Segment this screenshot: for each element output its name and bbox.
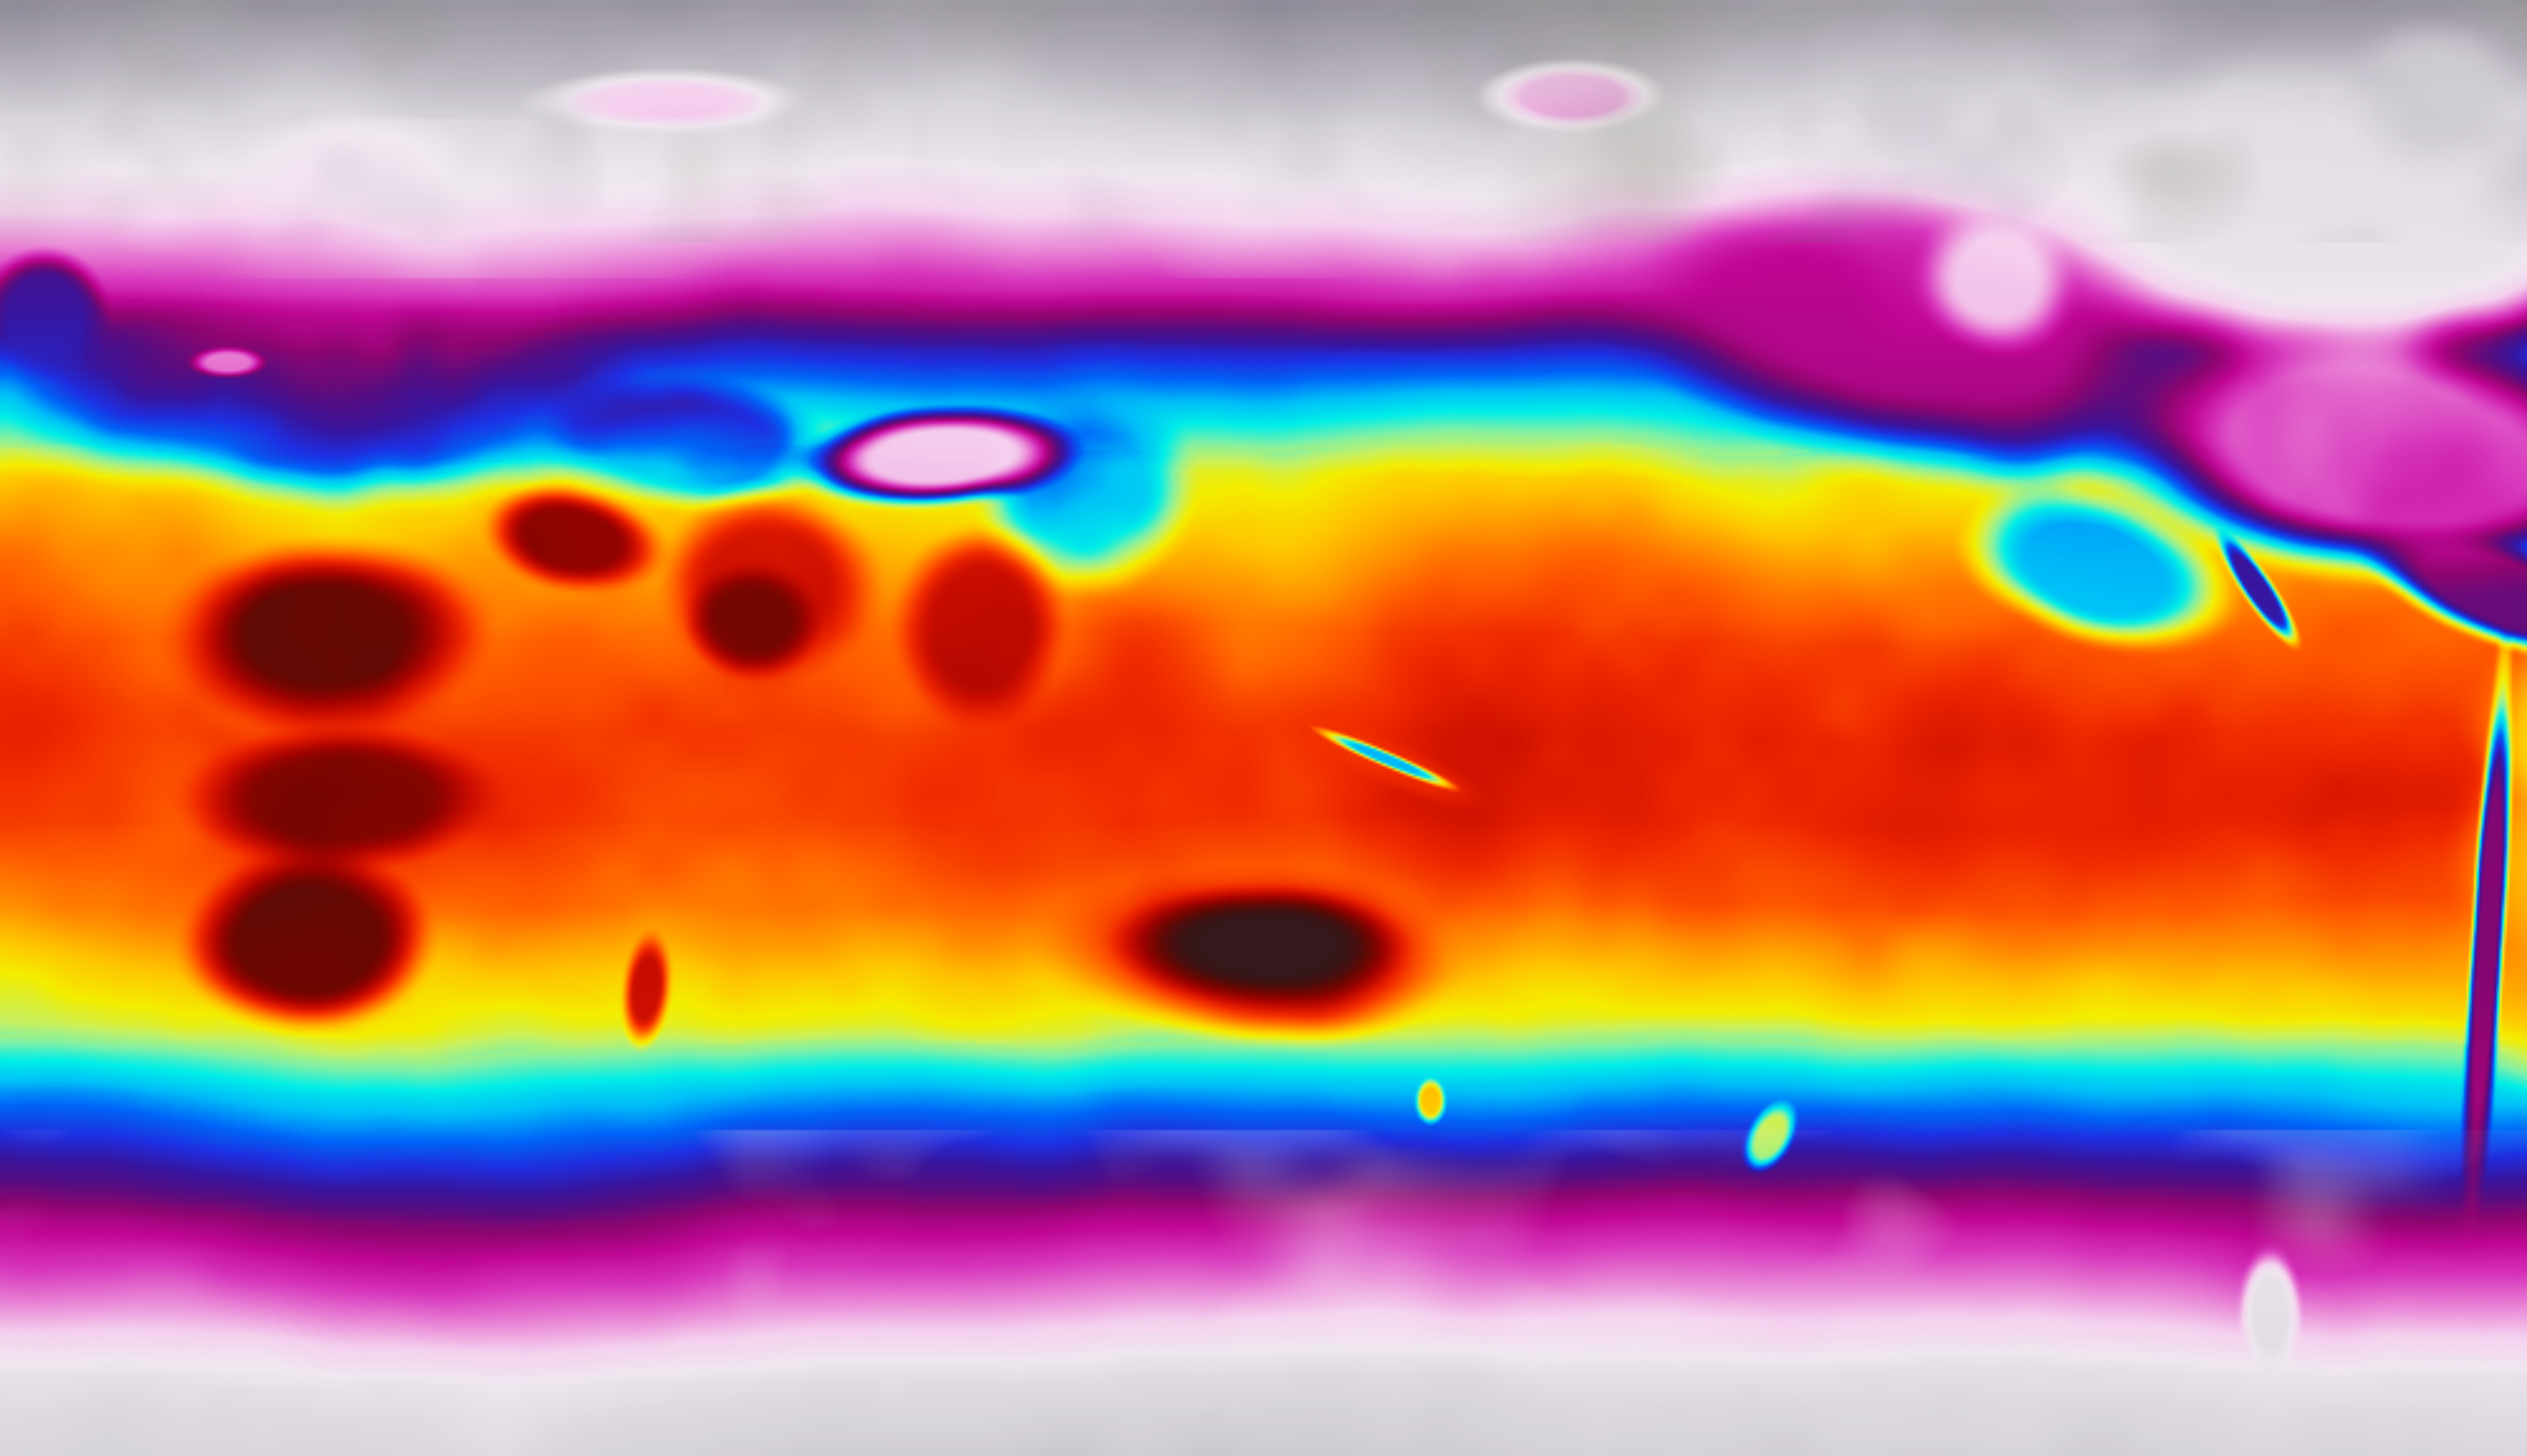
global-temperature-map (0, 0, 2527, 1456)
screenshot-root (0, 0, 2527, 1456)
temperature-map-canvas (0, 0, 2527, 1456)
